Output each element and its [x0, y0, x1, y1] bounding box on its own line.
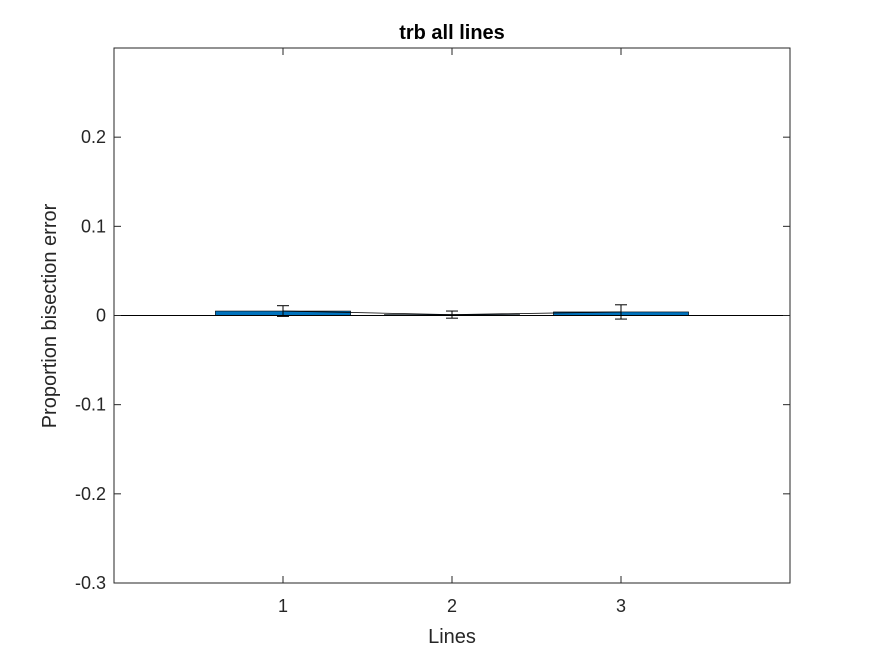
y-tick-label: 0 [96, 306, 106, 326]
x-axis-label: Lines [428, 626, 476, 648]
x-tick-label: 3 [616, 596, 626, 616]
y-tick-label: -0.1 [75, 395, 106, 415]
y-tick-label: 0.1 [81, 216, 106, 236]
x-ticks: 1 2 3 [278, 48, 626, 616]
y-axis-label: Proportion bisection error [39, 203, 61, 428]
x-tick-label: 2 [447, 596, 457, 616]
x-tick-label: 1 [278, 596, 288, 616]
y-tick-label: -0.3 [75, 573, 106, 593]
y-tick-label: -0.2 [75, 484, 106, 504]
marks-layer [114, 304, 790, 320]
chart-title: trb all lines [399, 22, 505, 44]
y-tick-label: 0.2 [81, 127, 106, 147]
y-ticks: -0.3 -0.2 -0.1 0 0.1 0.2 [75, 127, 790, 593]
